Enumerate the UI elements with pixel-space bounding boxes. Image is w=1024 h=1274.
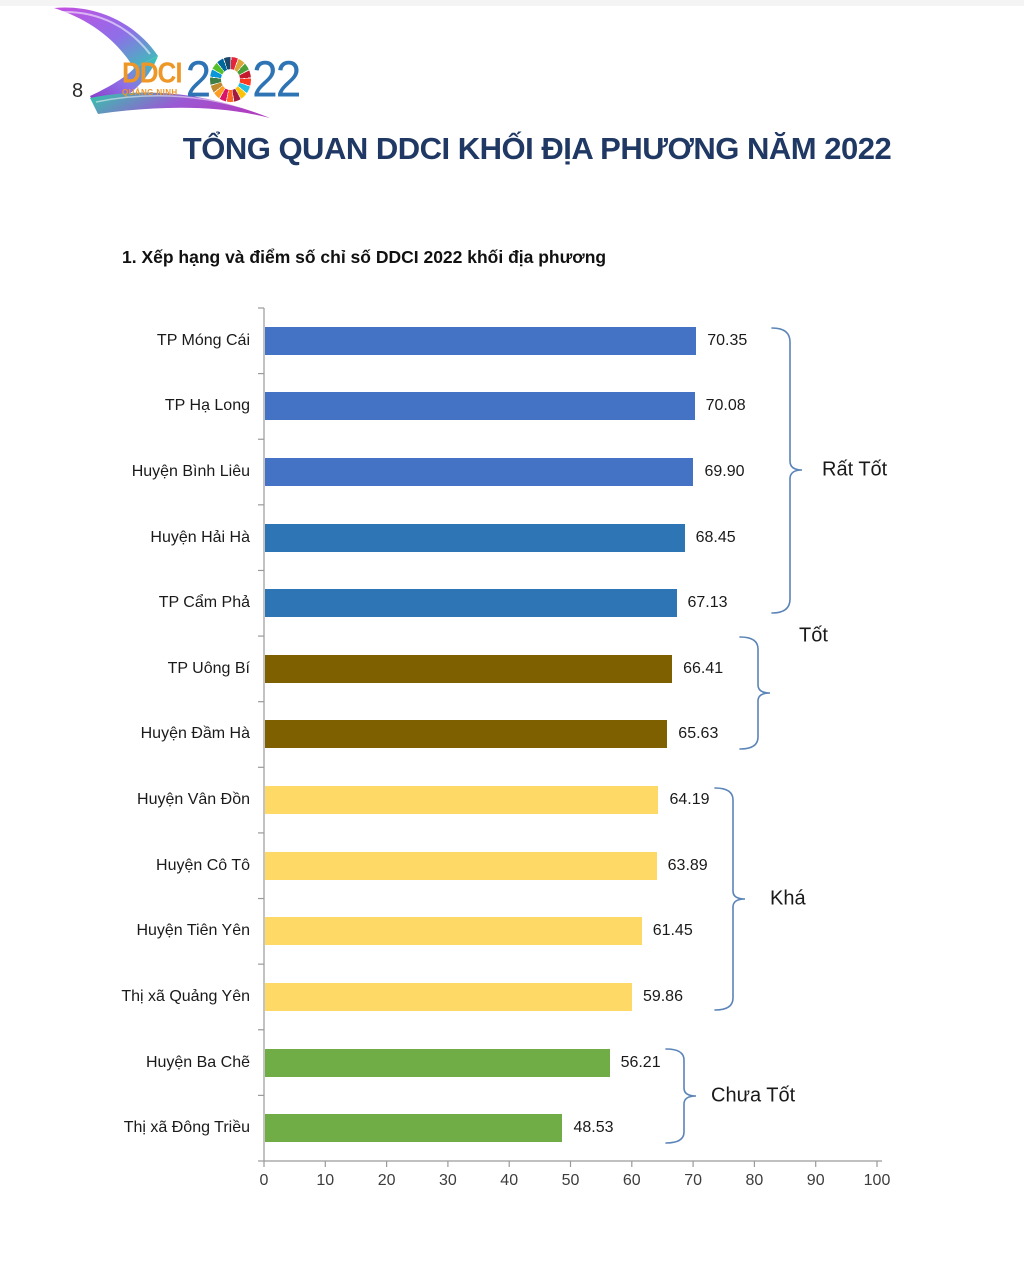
value-label: 61.45 xyxy=(652,922,693,940)
category-label: Huyện Ba Chẽ xyxy=(145,1053,250,1071)
value-label: 66.41 xyxy=(683,659,724,677)
logo-year-digits: 22 xyxy=(252,50,301,108)
x-tick-label: 20 xyxy=(377,1172,396,1189)
value-label: 59.86 xyxy=(642,987,683,1005)
value-label: 68.45 xyxy=(695,528,736,546)
x-tick-label: 40 xyxy=(500,1172,519,1189)
chart-row: TP Móng Cái 70.35 xyxy=(0,308,890,374)
chart-row: TP Uông Bí 66.41 xyxy=(0,636,890,702)
bar xyxy=(265,589,677,618)
category-label: TP Cẩm Phả xyxy=(158,594,250,612)
chart-row: Huyện Ba Chẽ 56.21 xyxy=(0,1030,890,1096)
category-label: TP Uông Bí xyxy=(167,659,250,677)
chart-row: Thị xã Quảng Yên 59.86 xyxy=(0,964,890,1030)
logo-year: 2 22 xyxy=(185,50,302,108)
category-label: Huyện Tiên Yên xyxy=(136,922,250,940)
logo-ddci-text: DDCI xyxy=(122,55,183,90)
category-label: Huyện Hải Hà xyxy=(150,528,250,546)
x-tick-label: 10 xyxy=(316,1172,335,1189)
chart-row: TP Cẩm Phả 67.13 xyxy=(0,570,890,636)
page-title: TỔNG QUAN DDCI KHỐI ĐỊA PHƯƠNG NĂM 2022 xyxy=(182,131,892,166)
chart-row: TP Hạ Long 70.08 xyxy=(0,374,890,440)
bar xyxy=(265,851,657,880)
category-label: Thị xã Quảng Yên xyxy=(121,987,250,1005)
value-label: 56.21 xyxy=(620,1053,661,1071)
bar xyxy=(265,917,642,946)
bar xyxy=(265,654,673,683)
x-tick-label: 100 xyxy=(863,1172,891,1189)
sdg-wheel-icon xyxy=(210,56,252,102)
value-label: 70.08 xyxy=(705,397,746,415)
logo-wordmark: DDCI QUẢNG NINH xyxy=(122,55,183,97)
bar xyxy=(265,720,668,749)
page-top-edge xyxy=(0,0,1024,6)
ddci-2022-logo: DDCI QUẢNG NINH 2 22 xyxy=(122,50,302,108)
bar-chart: TP Móng Cái 70.35 TP Hạ Long 70.08 Huyện… xyxy=(0,308,890,1161)
ribbon-swoosh-graphic xyxy=(54,7,270,118)
bar xyxy=(265,1114,563,1143)
category-label: Huyện Đầm Hà xyxy=(140,725,250,743)
category-label: Huyện Cô Tô xyxy=(156,856,250,874)
x-tick-label: 70 xyxy=(684,1172,702,1189)
value-label: 48.53 xyxy=(573,1119,614,1137)
bar xyxy=(265,523,685,552)
bar xyxy=(265,458,694,487)
category-label: TP Móng Cái xyxy=(156,331,250,349)
bar xyxy=(265,786,659,815)
x-tick-label: 60 xyxy=(622,1172,641,1189)
section-heading: 1. Xếp hạng và điểm số chỉ số DDCI 2022 … xyxy=(122,247,607,267)
tier-label-tot: Tốt xyxy=(799,624,828,647)
value-label: 69.90 xyxy=(704,463,745,481)
chart-row: Huyện Tiên Yên 61.45 xyxy=(0,899,890,965)
value-label: 63.89 xyxy=(667,856,708,874)
logo-region-text: QUẢNG NINH xyxy=(122,88,178,97)
logo-year-digit: 2 xyxy=(185,50,212,108)
value-label: 65.63 xyxy=(678,725,719,743)
bar xyxy=(265,392,695,421)
category-label: TP Hạ Long xyxy=(164,397,250,415)
chart-row: Huyện Hải Hà 68.45 xyxy=(0,505,890,571)
tier-label-chua-tot: Chưa Tốt xyxy=(711,1084,796,1107)
bar xyxy=(265,982,632,1011)
chart-row: Huyện Đầm Hà 65.63 xyxy=(0,702,890,768)
chart-row: Huyện Vân Đồn 64.19 xyxy=(0,767,890,833)
x-tick-label: 90 xyxy=(806,1172,825,1189)
chart-row: Thị xã Đông Triều 48.53 xyxy=(0,1095,890,1161)
bar xyxy=(265,326,697,355)
chart-row: Huyện Cô Tô 63.89 xyxy=(0,833,890,899)
x-tick-label: 30 xyxy=(438,1172,457,1189)
page-number: 8 xyxy=(72,80,84,102)
tier-label-kha: Khá xyxy=(770,887,806,910)
category-label: Huyện Bình Liêu xyxy=(131,463,250,481)
value-label: 67.13 xyxy=(687,594,728,612)
value-label: 70.35 xyxy=(707,331,748,349)
tier-label-rat-tot: Rất Tốt xyxy=(822,458,888,481)
category-label: Thị xã Đông Triều xyxy=(123,1119,250,1137)
x-tick-label: 50 xyxy=(561,1172,580,1189)
x-tick-label: 80 xyxy=(745,1172,764,1189)
bar xyxy=(265,1048,610,1077)
x-tick-label: 0 xyxy=(259,1172,269,1189)
chart-row: Huyện Bình Liêu 69.90 xyxy=(0,439,890,505)
category-label: Huyện Vân Đồn xyxy=(137,791,250,809)
value-label: 64.19 xyxy=(669,791,710,809)
